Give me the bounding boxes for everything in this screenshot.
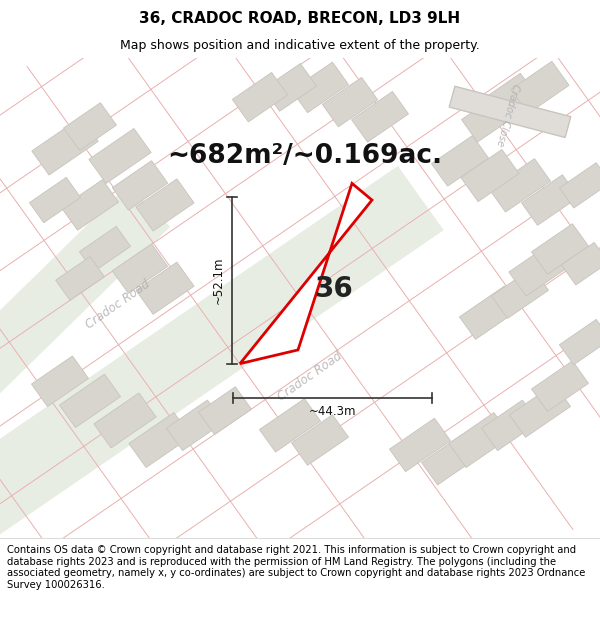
Polygon shape xyxy=(352,91,409,142)
Text: Cradoc Road: Cradoc Road xyxy=(275,349,344,403)
Polygon shape xyxy=(136,262,194,314)
Text: ~682m²/~0.169ac.: ~682m²/~0.169ac. xyxy=(167,143,443,169)
Polygon shape xyxy=(389,418,451,472)
Polygon shape xyxy=(0,166,443,568)
Polygon shape xyxy=(461,91,518,142)
Text: Map shows position and indicative extent of the property.: Map shows position and indicative extent… xyxy=(120,39,480,52)
Polygon shape xyxy=(559,319,600,365)
Text: Cradoc Close: Cradoc Close xyxy=(495,82,521,147)
Text: Cradoc Road: Cradoc Road xyxy=(83,278,152,332)
Polygon shape xyxy=(79,226,131,272)
Polygon shape xyxy=(491,268,548,318)
Polygon shape xyxy=(64,102,116,151)
Polygon shape xyxy=(431,136,488,186)
Text: ~44.3m: ~44.3m xyxy=(309,405,356,418)
Text: 36: 36 xyxy=(314,275,353,303)
Polygon shape xyxy=(511,61,569,114)
Polygon shape xyxy=(29,177,80,222)
Polygon shape xyxy=(484,73,536,121)
Polygon shape xyxy=(460,286,521,339)
Polygon shape xyxy=(490,159,551,212)
Polygon shape xyxy=(32,118,98,175)
Polygon shape xyxy=(292,62,349,112)
Polygon shape xyxy=(112,161,167,210)
Polygon shape xyxy=(240,183,372,364)
Polygon shape xyxy=(481,400,539,451)
Polygon shape xyxy=(292,415,349,466)
Polygon shape xyxy=(59,374,121,428)
Text: ~52.1m: ~52.1m xyxy=(212,257,224,304)
Polygon shape xyxy=(532,224,589,274)
Polygon shape xyxy=(259,399,320,452)
Text: Contains OS data © Crown copyright and database right 2021. This information is : Contains OS data © Crown copyright and d… xyxy=(7,545,586,590)
Polygon shape xyxy=(136,179,194,231)
Text: 36, CRADOC ROAD, BRECON, LD3 9LH: 36, CRADOC ROAD, BRECON, LD3 9LH xyxy=(139,11,461,26)
Polygon shape xyxy=(449,412,511,468)
Polygon shape xyxy=(532,361,589,411)
Polygon shape xyxy=(421,434,479,485)
Polygon shape xyxy=(232,72,287,122)
Polygon shape xyxy=(94,393,156,448)
Polygon shape xyxy=(562,242,600,285)
Polygon shape xyxy=(89,129,151,184)
Polygon shape xyxy=(129,412,191,468)
Polygon shape xyxy=(509,241,571,296)
Polygon shape xyxy=(263,64,316,111)
Polygon shape xyxy=(61,179,119,230)
Polygon shape xyxy=(199,387,251,434)
Polygon shape xyxy=(559,162,600,208)
Polygon shape xyxy=(166,400,224,451)
Polygon shape xyxy=(449,86,571,138)
Polygon shape xyxy=(0,185,170,421)
Polygon shape xyxy=(56,257,104,300)
Polygon shape xyxy=(322,78,377,127)
Polygon shape xyxy=(461,149,519,202)
Polygon shape xyxy=(112,244,167,293)
Polygon shape xyxy=(509,384,571,438)
Polygon shape xyxy=(31,356,89,406)
Polygon shape xyxy=(521,175,578,226)
